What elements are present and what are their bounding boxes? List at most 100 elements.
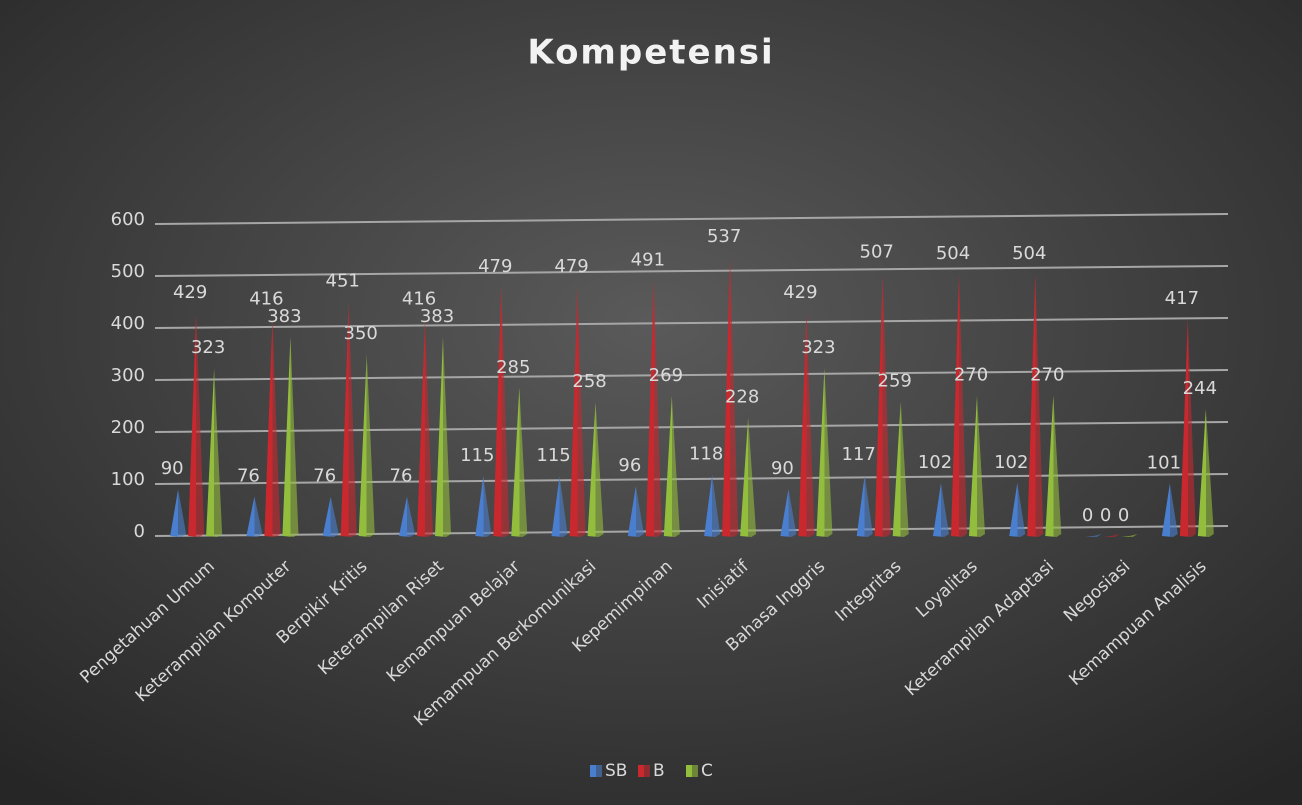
data-label: 479 <box>478 256 512 277</box>
data-label: 507 <box>860 241 894 262</box>
data-label: 90 <box>161 458 184 479</box>
pyramid <box>969 395 985 537</box>
data-label: 417 <box>1165 288 1199 309</box>
legend-label: SB <box>605 761 627 781</box>
pyramid <box>1161 483 1178 537</box>
data-label: 96 <box>618 455 641 476</box>
pyramid <box>340 301 357 537</box>
data-label: 269 <box>649 365 683 386</box>
pyramid <box>874 272 891 537</box>
y-tick-label: 0 <box>134 521 145 542</box>
pyramid <box>645 280 662 537</box>
pyramid <box>816 368 833 537</box>
data-label: 429 <box>173 282 207 303</box>
pyramid <box>264 319 281 537</box>
data-label: 323 <box>191 337 225 358</box>
pyramid <box>1027 273 1044 537</box>
data-label: 102 <box>918 452 952 473</box>
legend-label: B <box>653 761 665 781</box>
data-label: 101 <box>1147 452 1181 473</box>
data-label: 270 <box>1030 365 1064 386</box>
data-label: 451 <box>326 270 360 291</box>
data-label: 504 <box>1012 243 1046 264</box>
y-tick-label: 400 <box>111 313 145 334</box>
pyramid <box>1103 534 1120 537</box>
pyramid <box>493 286 510 537</box>
y-tick-label: 300 <box>111 365 145 386</box>
legend-swatch <box>638 765 650 777</box>
data-label: 0 <box>1100 505 1111 526</box>
pyramid <box>933 482 949 537</box>
data-label: 76 <box>390 465 413 486</box>
pyramid <box>170 489 187 537</box>
pyramid <box>188 312 205 537</box>
legend-swatch <box>686 765 698 777</box>
data-label: 504 <box>936 243 970 264</box>
grid-line <box>154 369 1229 381</box>
data-label: 383 <box>267 306 301 327</box>
legend-label: C <box>701 761 713 781</box>
data-label: 0 <box>1082 505 1093 526</box>
pyramid <box>704 474 721 537</box>
pyramid <box>780 489 797 537</box>
data-label: 323 <box>801 337 835 358</box>
pyramid <box>587 401 604 537</box>
pyramid <box>798 312 815 537</box>
data-label: 479 <box>554 256 588 277</box>
pyramid <box>511 387 528 537</box>
pyramid <box>1085 534 1102 537</box>
chart-title: Kompetensi <box>527 33 774 73</box>
pyramid <box>435 336 451 537</box>
legend-swatch <box>590 765 602 777</box>
data-label: 383 <box>420 306 454 327</box>
y-tick-label: 500 <box>111 261 145 282</box>
data-label: 102 <box>994 452 1028 473</box>
pyramid <box>1045 395 1062 537</box>
data-label: 244 <box>1183 378 1217 399</box>
grid-line <box>154 317 1229 329</box>
data-label: 491 <box>631 250 665 271</box>
data-label: 76 <box>313 465 336 486</box>
pyramid <box>1121 534 1138 537</box>
data-label: 228 <box>725 386 759 407</box>
pyramid <box>551 476 568 537</box>
data-label: 258 <box>572 371 606 392</box>
grid-line <box>154 421 1229 433</box>
pyramid <box>1009 482 1026 537</box>
pyramid <box>282 336 299 537</box>
pyramid <box>740 417 757 537</box>
data-label: 285 <box>496 357 530 378</box>
pyramid <box>417 319 433 537</box>
y-tick-label: 100 <box>111 469 145 490</box>
pyramid <box>569 286 586 537</box>
data-label: 416 <box>402 289 436 310</box>
data-label: 115 <box>460 445 494 466</box>
data-label: 259 <box>878 370 912 391</box>
data-label: 0 <box>1118 505 1129 526</box>
pyramid <box>856 475 873 537</box>
grid-line <box>154 213 1229 225</box>
data-label: 429 <box>783 282 817 303</box>
pyramid <box>1197 409 1214 537</box>
data-label: 117 <box>842 444 876 465</box>
pyramid <box>892 401 909 537</box>
y-tick-label: 200 <box>111 417 145 438</box>
data-label: 537 <box>707 226 741 247</box>
pyramid <box>358 354 375 537</box>
grid-line <box>154 265 1229 277</box>
pyramid <box>475 476 492 537</box>
data-label: 115 <box>536 445 570 466</box>
pyramid <box>399 496 415 537</box>
data-label: 350 <box>344 323 378 344</box>
pyramid <box>1179 319 1196 537</box>
pyramid <box>663 396 680 537</box>
pyramid <box>722 256 739 537</box>
y-tick-label: 600 <box>111 209 145 230</box>
pyramid <box>627 486 644 537</box>
pyramid <box>951 273 967 537</box>
data-label: 90 <box>771 458 794 479</box>
data-label: 76 <box>237 465 260 486</box>
pyramid <box>322 496 339 537</box>
